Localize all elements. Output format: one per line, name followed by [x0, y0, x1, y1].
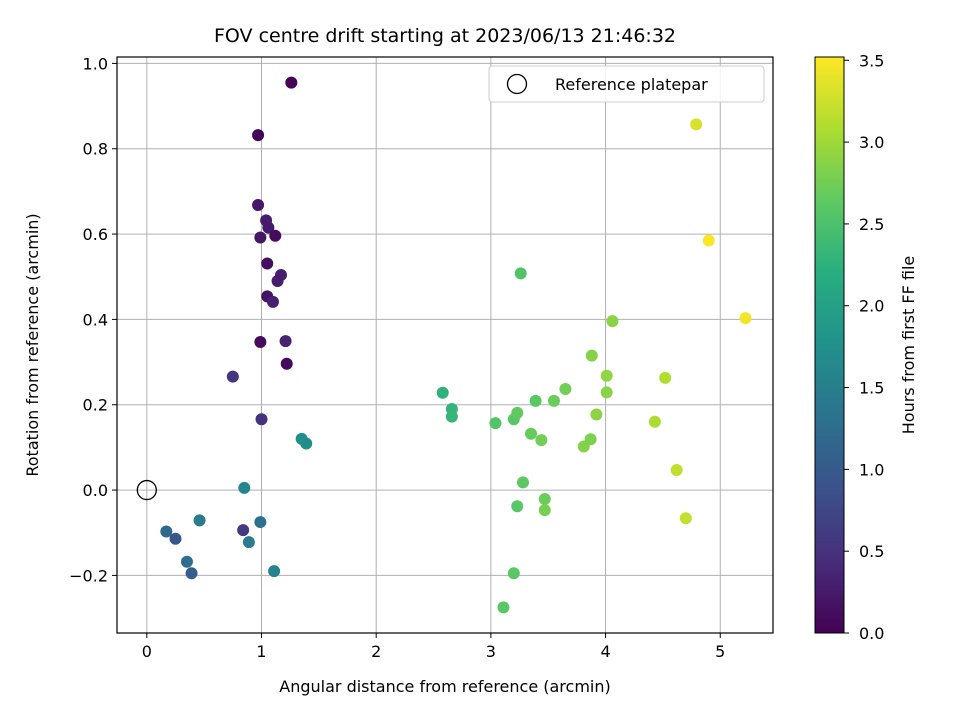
y-axis-ticks: −0.2 0.0 0.2 0.4 0.6 0.8 1.0 — [69, 54, 117, 585]
scatter-point — [702, 234, 715, 247]
scatter-point — [300, 437, 313, 450]
scatter-point — [547, 394, 560, 407]
scatter-point — [600, 369, 613, 382]
scatter-point — [659, 371, 672, 384]
scatter-point — [585, 349, 598, 362]
scatter-point — [266, 295, 279, 308]
legend-label: Reference platepar — [555, 75, 708, 94]
scatter-point — [559, 382, 572, 395]
scatter-point — [511, 500, 524, 513]
scatter-point — [279, 335, 292, 348]
colorbar-ticks: 0.0 0.5 1.0 1.5 2.0 2.5 3.0 3.5 — [844, 51, 884, 643]
scatter-point — [679, 512, 692, 525]
scatter-point — [238, 481, 251, 494]
scatter-point — [255, 413, 268, 426]
scatter-point — [254, 231, 267, 244]
colorbar — [814, 56, 845, 634]
scatter-point — [185, 567, 198, 580]
x-tick-label: 1 — [256, 642, 266, 661]
colorbar-tick-label: 2.5 — [859, 215, 884, 234]
scatter-point — [280, 357, 293, 370]
scatter-point — [538, 504, 551, 517]
scatter-point — [193, 514, 206, 527]
grid-lines — [117, 57, 773, 633]
scatter-point — [254, 516, 267, 529]
colorbar-tick-label: 2.0 — [859, 297, 884, 316]
scatter-point — [261, 257, 274, 270]
scatter-point — [507, 567, 520, 580]
scatter-point — [590, 408, 603, 421]
scatter-point — [237, 524, 250, 537]
legend: Reference platepar — [488, 65, 765, 103]
y-tick-label: 0.0 — [83, 481, 108, 500]
scatter-point — [648, 415, 661, 428]
scatter-point — [529, 394, 542, 407]
x-axis-ticks: 0 1 2 3 4 5 — [142, 633, 725, 661]
scatter-point — [254, 336, 267, 349]
scatter-point — [538, 493, 551, 506]
colorbar-tick-label: 0.5 — [859, 542, 884, 561]
x-tick-label: 5 — [715, 642, 725, 661]
y-axis-label: Rotation from reference (arcmin) — [23, 213, 42, 476]
y-tick-label: 0.2 — [83, 396, 108, 415]
scatter-point — [285, 76, 298, 89]
colorbar-tick-label: 0.0 — [859, 624, 884, 643]
scatter-point — [252, 129, 265, 142]
colorbar-tick-label: 3.0 — [859, 133, 884, 152]
scatter-point — [670, 464, 683, 477]
scatter-point — [584, 433, 597, 446]
scatter-points — [136, 76, 752, 614]
scatter-point — [606, 315, 619, 328]
scatter-point — [489, 417, 502, 430]
scatter-point — [516, 476, 529, 489]
y-tick-label: 0.6 — [83, 225, 108, 244]
scatter-point — [268, 565, 281, 578]
scatter-point — [535, 434, 548, 447]
x-tick-label: 2 — [371, 642, 381, 661]
scatter-point — [262, 221, 275, 234]
y-tick-label: 1.0 — [83, 54, 108, 73]
scatter-point — [514, 267, 527, 280]
y-tick-label: −0.2 — [69, 566, 108, 585]
x-axis-label: Angular distance from reference (arcmin) — [279, 677, 610, 696]
scatter-point — [497, 601, 510, 614]
colorbar-tick-label: 1.0 — [859, 460, 884, 479]
legend-reference-marker — [506, 73, 528, 95]
scatter-point — [600, 386, 613, 399]
y-tick-label: 0.8 — [83, 140, 108, 159]
x-tick-label: 4 — [600, 642, 610, 661]
y-tick-label: 0.4 — [83, 310, 108, 329]
scatter-point — [252, 199, 265, 212]
scatter-point — [180, 555, 193, 568]
scatter-point — [511, 406, 524, 419]
scatter-point — [242, 536, 255, 549]
x-tick-label: 3 — [486, 642, 496, 661]
scatter-point — [269, 229, 282, 242]
scatter-point — [271, 275, 284, 287]
scatter-point — [169, 532, 182, 545]
colorbar-tick-label: 1.5 — [859, 379, 884, 398]
plot-frame — [116, 56, 774, 634]
scatter-point — [160, 525, 173, 538]
scatter-point — [226, 370, 239, 383]
chart-title: FOV centre drift starting at 2023/06/13 … — [214, 25, 676, 47]
scatter-point — [436, 386, 449, 399]
scatter-point — [525, 427, 538, 440]
reference-platepar-marker — [136, 479, 157, 501]
x-tick-label: 0 — [142, 642, 152, 661]
scatter-point — [690, 118, 703, 131]
scatter-point — [445, 410, 458, 423]
scatter-point — [739, 312, 752, 325]
colorbar-tick-label: 3.5 — [859, 51, 884, 70]
colorbar-label: Hours from first FF file — [899, 256, 918, 435]
legend-box — [488, 65, 765, 103]
